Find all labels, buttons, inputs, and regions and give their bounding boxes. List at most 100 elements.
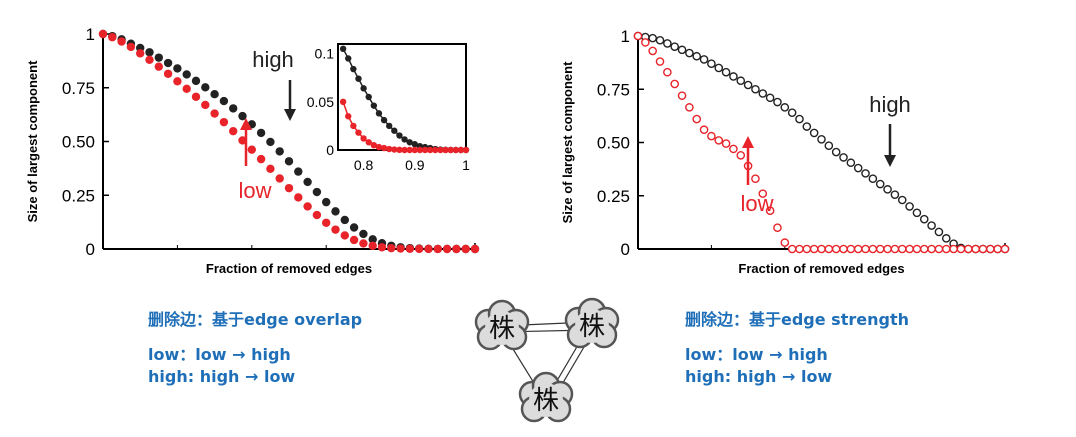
- point-low: [868, 244, 878, 254]
- point-high: [173, 64, 182, 73]
- point-low: [729, 144, 738, 154]
- inset-point-low: [426, 146, 434, 154]
- inset-point-low: [345, 113, 352, 120]
- point-low: [919, 244, 929, 254]
- point-low: [677, 91, 687, 100]
- point-low: [971, 244, 980, 254]
- point-high: [294, 167, 303, 176]
- point-low: [765, 206, 775, 215]
- point-low: [897, 244, 907, 254]
- inset-point-low: [442, 146, 449, 154]
- inset-point-low: [462, 146, 470, 154]
- point-low: [817, 244, 826, 254]
- inset-point-low: [360, 135, 367, 142]
- point-low: [780, 238, 790, 247]
- point-high: [154, 53, 163, 62]
- inset-point-low: [406, 146, 413, 154]
- point-low: [956, 244, 966, 254]
- caption-edge-overlap: 删除边：基于edge overlap low：low → high high: …: [148, 306, 362, 388]
- point-high: [182, 70, 191, 79]
- inset-point-high: [386, 122, 393, 130]
- point-high: [905, 202, 914, 211]
- point-low: [415, 244, 424, 254]
- point-low: [322, 218, 331, 227]
- inset-point-low: [380, 144, 388, 152]
- caption-rule-low: low：low → high: [685, 345, 828, 364]
- point-high: [303, 177, 312, 187]
- point-high: [736, 76, 746, 86]
- point-low: [98, 29, 108, 39]
- series-low: [633, 31, 1010, 254]
- y-tick-label: 0: [621, 240, 630, 259]
- point-low: [303, 202, 312, 211]
- point-high: [853, 163, 863, 173]
- point-high: [758, 89, 768, 98]
- y-tick-label: 0.75: [62, 79, 95, 98]
- arrowhead-low: [240, 118, 252, 130]
- y-tick-label: 1: [86, 25, 95, 44]
- point-low: [275, 174, 284, 183]
- point-high: [831, 147, 841, 157]
- caption-title: 删除边：基于edge strength: [685, 310, 909, 329]
- point-high: [256, 128, 266, 138]
- point-high: [655, 35, 665, 45]
- point-high: [359, 229, 368, 239]
- point-low: [247, 145, 256, 154]
- inset-point-low: [421, 146, 429, 154]
- point-high: [912, 208, 922, 218]
- inset-point-low: [339, 98, 347, 106]
- inset-point-high: [406, 139, 413, 146]
- point-high: [663, 39, 672, 48]
- inset-point-low: [452, 146, 459, 154]
- caption-rule-high: high: high → low: [685, 367, 833, 386]
- inset-point-low: [432, 146, 439, 154]
- chart-edge-strength: 0 0.25 0.50 0.75 1 Fraction of removed edges S…: [560, 27, 1010, 276]
- point-low: [890, 244, 900, 254]
- point-low: [117, 37, 126, 46]
- inset-point-low: [375, 143, 383, 151]
- y-tick-label: 1: [621, 27, 630, 46]
- node-label: 株: [579, 311, 605, 341]
- point-low: [452, 244, 461, 254]
- node-label: 株: [489, 313, 515, 343]
- point-high: [670, 42, 680, 51]
- cloud-node-right: 株: [564, 297, 620, 349]
- point-low: [692, 114, 702, 124]
- caption-rule-high: high: high → low: [148, 367, 296, 386]
- point-low: [736, 150, 746, 160]
- inset-point-high: [365, 93, 372, 101]
- series-low: [98, 29, 480, 254]
- inset-point-high: [355, 75, 362, 82]
- point-low: [266, 164, 275, 174]
- point-low: [210, 109, 219, 118]
- point-low: [824, 244, 834, 254]
- inset-y-tick-label: 0: [326, 142, 334, 158]
- y-tick-label: 0.50: [597, 134, 630, 153]
- point-high: [846, 158, 856, 168]
- point-low: [359, 239, 368, 248]
- point-low: [655, 57, 665, 66]
- point-high: [721, 67, 731, 77]
- point-low: [648, 46, 657, 56]
- point-low: [964, 244, 973, 254]
- inset-x-tick-label: 0.8: [354, 157, 374, 173]
- point-low: [1000, 244, 1010, 254]
- point-low: [787, 244, 797, 254]
- point-high: [201, 83, 210, 92]
- point-low: [663, 67, 672, 77]
- point-low: [256, 154, 266, 164]
- caption-edge-strength: 删除边：基于edge strength low：low → high high:…: [685, 306, 909, 388]
- point-high: [648, 33, 657, 43]
- point-high: [238, 111, 247, 121]
- caption-rule-low: low：low → high: [148, 345, 291, 364]
- inset-plot: 0 0.05 0.1 0.8 0.9 1: [307, 43, 470, 173]
- point-low: [670, 79, 680, 89]
- y-tick-label: 0.75: [597, 80, 630, 99]
- cloud-node-bottom: 株: [518, 371, 574, 423]
- y-tick-label: 0.25: [597, 187, 630, 206]
- point-low: [707, 131, 716, 141]
- caption-title: 删除边：基于edge overlap: [148, 310, 363, 329]
- point-low: [433, 244, 442, 254]
- point-high: [765, 93, 775, 103]
- point-high: [729, 72, 738, 81]
